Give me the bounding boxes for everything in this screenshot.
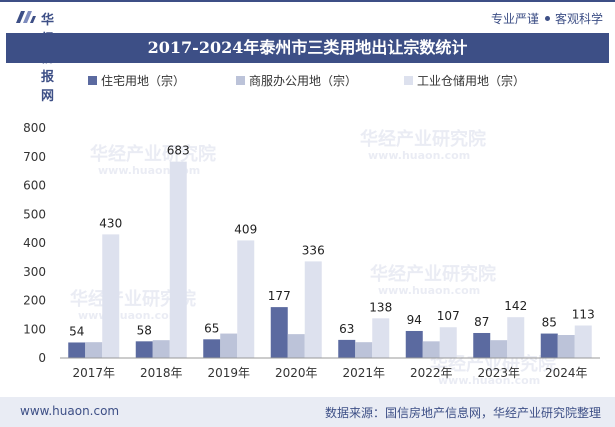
watermark-text: 华经产业研究院 — [360, 128, 486, 150]
data-label: 87 — [474, 315, 489, 329]
legend-swatch-residential — [88, 76, 97, 85]
x-tick-label: 2022年 — [410, 366, 453, 380]
y-axis: 0 100 200 300 400 500 600 700 800 — [23, 121, 46, 365]
bar-1-3 — [287, 334, 305, 358]
y-tick-label: 100 — [23, 322, 46, 336]
footer: www.huaon.com 数据来源：国信房地产信息网，华经产业研究院整理 — [0, 397, 615, 427]
footer-source: 数据来源：国信房地产信息网，华经产业研究院整理 — [324, 406, 601, 420]
slogan-right: 客观科学 — [554, 12, 603, 26]
x-tick-label: 2018年 — [140, 366, 183, 380]
bar-1-0 — [85, 342, 103, 358]
bar-0-7 — [540, 333, 558, 358]
bar-2-6 — [507, 317, 525, 358]
data-label: 63 — [339, 322, 354, 336]
bars — [68, 161, 592, 358]
legend-label-industrial: 工业仓储用地（宗） — [417, 74, 526, 88]
brand-logo-icon — [16, 11, 36, 23]
data-label: 177 — [268, 289, 291, 303]
data-label: 107 — [437, 309, 460, 323]
x-tick-label: 2017年 — [72, 366, 115, 380]
slogan-left: 专业严谨 — [490, 12, 539, 26]
y-tick-label: 400 — [23, 236, 46, 250]
bar-0-5 — [405, 330, 423, 358]
legend-label-residential: 住宅用地（宗） — [101, 74, 186, 88]
watermark-text: 华经产业研究院 — [370, 263, 496, 285]
data-labels: 54 430 58 683 65 409 177 336 63 138 94 107 87 142 85 11… — [69, 144, 595, 339]
footer-url[interactable]: www.huaon.com — [20, 404, 120, 418]
legend-item-industrial: 工业仓储用地（宗） — [404, 72, 525, 88]
y-tick-label: 200 — [23, 294, 46, 308]
y-tick-label: 700 — [23, 150, 46, 164]
y-tick-label: 0 — [38, 351, 46, 365]
y-tick-label: 500 — [23, 207, 46, 221]
bar-2-0 — [102, 234, 120, 358]
y-tick-label: 300 — [23, 265, 46, 279]
bar-0-1 — [135, 341, 153, 358]
legend-swatch-industrial — [404, 76, 413, 85]
legend-item-residential: 住宅用地（宗） — [88, 72, 185, 88]
legend-label-commercial: 商服办公用地（宗） — [249, 74, 358, 88]
bar-2-2 — [237, 240, 255, 358]
data-label: 138 — [369, 300, 392, 314]
data-label: 336 — [302, 243, 325, 257]
bar-0-0 — [68, 342, 86, 358]
top-accent-line — [0, 0, 615, 2]
bar-1-6 — [490, 340, 508, 358]
data-label: 430 — [99, 216, 122, 230]
bar-2-7 — [574, 325, 592, 358]
data-label: 58 — [137, 323, 152, 337]
x-tick-label: 2019年 — [207, 366, 250, 380]
data-label: 142 — [504, 299, 527, 313]
data-label: 85 — [542, 316, 557, 330]
bar-0-6 — [473, 332, 491, 358]
data-label: 113 — [572, 308, 595, 322]
bar-1-5 — [422, 341, 440, 358]
x-axis: 2017年 2018年 2019年 2020年 2021年 2022年 2023年 2024年 — [60, 357, 600, 380]
legend-item-commercial: 商服办公用地（宗） — [236, 72, 357, 88]
bar-2-1 — [169, 161, 187, 358]
data-label: 683 — [167, 144, 190, 158]
data-label: 409 — [234, 222, 257, 236]
x-tick-label: 2023年 — [477, 366, 520, 380]
bar-0-3 — [270, 307, 288, 358]
legend-swatch-commercial — [236, 76, 245, 85]
data-label: 65 — [204, 321, 219, 335]
bar-2-3 — [304, 261, 322, 358]
bar-chart: 华经产业研究院www.huaon.com华经产业研究院www.huaon.com… — [23, 121, 600, 387]
watermark-text: 华经产业研究院 — [90, 143, 216, 165]
bar-0-4 — [338, 339, 356, 358]
slogan: 专业严谨 客观科学 — [491, 10, 603, 27]
watermark-url: www.huaon.com — [378, 284, 480, 297]
bar-1-1 — [152, 340, 170, 358]
chart-title: 2017-2024年泰州市三类用地出让宗数统计 — [147, 38, 468, 57]
watermark-url: www.huaon.com — [368, 149, 470, 162]
watermark-text: 华经产业研究院 — [70, 288, 196, 310]
bar-0-2 — [203, 339, 221, 358]
watermark-url: www.huaon.com — [78, 309, 180, 322]
data-label: 94 — [407, 313, 422, 327]
x-tick-label: 2024年 — [545, 366, 588, 380]
slogan-dot-icon — [544, 16, 550, 21]
x-tick-label: 2021年 — [342, 366, 385, 380]
y-tick-label: 600 — [23, 179, 46, 193]
y-tick-label: 800 — [23, 121, 46, 135]
bar-2-5 — [439, 327, 457, 358]
bar-2-4 — [372, 318, 390, 358]
x-tick-label: 2020年 — [275, 366, 318, 380]
data-label: 54 — [69, 324, 84, 338]
bar-1-7 — [557, 335, 575, 358]
legend: 住宅用地（宗） 商服办公用地（宗） 工业仓储用地（宗） — [0, 70, 615, 90]
bar-1-4 — [355, 342, 373, 358]
title-bar: 2017-2024年泰州市三类用地出让宗数统计 — [6, 33, 609, 63]
bar-1-2 — [220, 333, 238, 358]
watermark-url: www.huaon.com — [438, 374, 540, 387]
